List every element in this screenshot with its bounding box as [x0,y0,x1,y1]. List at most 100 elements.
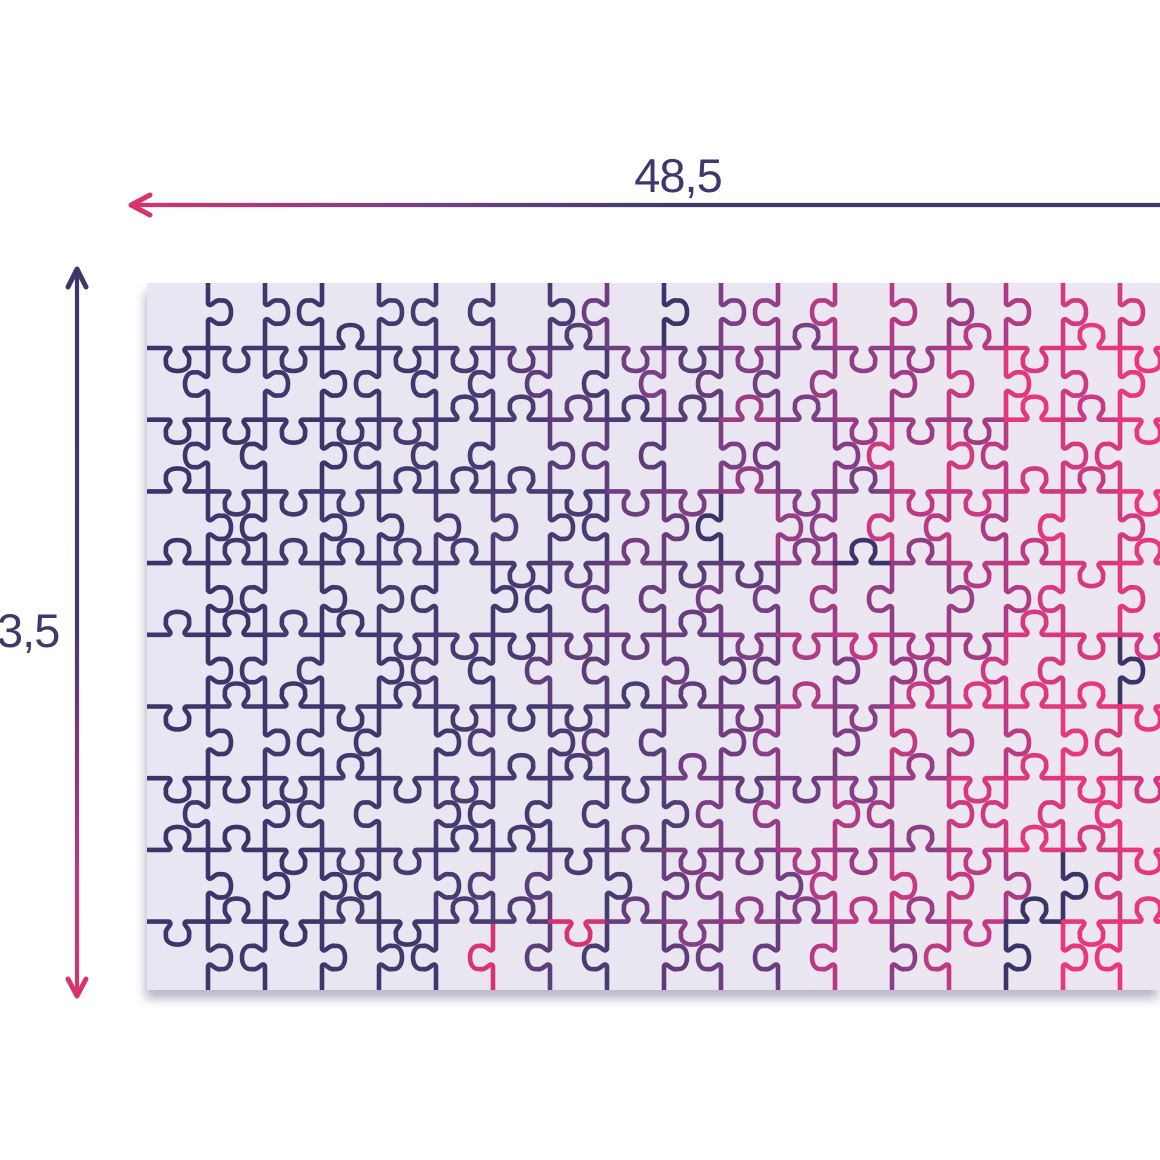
puzzle-piece-edge [319,609,382,638]
puzzle-piece-edge [296,283,325,351]
puzzle-piece-edge [661,752,724,781]
puzzle-piece-edge [262,345,291,422]
puzzle-piece-edge [319,417,348,494]
puzzle-piece-edge [547,919,610,947]
puzzle-piece-edge [353,345,382,422]
puzzle-piece-edge [661,847,690,924]
puzzle-piece-edge [547,489,576,566]
puzzle-piece-edge [1060,560,1123,589]
puzzle-piece-edge [1060,632,1123,661]
puzzle-piece-edge [319,896,382,924]
puzzle-piece-edge [775,537,838,566]
puzzle-piece-edge [490,704,553,732]
puzzle-piece-edge [946,681,1009,709]
puzzle-piece-edge [205,775,268,804]
puzzle-piece-edge [752,560,781,638]
puzzle-piece-edge [946,417,1009,445]
puzzle-piece-edge [638,704,667,781]
puzzle-piece-edge [547,704,610,732]
puzzle-piece-edge [490,394,553,422]
puzzle-piece-edge [1003,752,1066,781]
puzzle-piece-edge [467,345,496,422]
puzzle-piece-edge [695,345,724,422]
puzzle-piece-edge [604,345,667,374]
puzzle-piece-edge [262,681,325,709]
puzzle-piece-edge [353,704,382,781]
puzzle-piece-edge [889,847,918,924]
puzzle-piece-edge [832,632,861,709]
puzzle-piece-edge [433,704,462,781]
puzzle-piece-edge [946,560,1009,589]
puzzle-piece-edge [376,560,405,638]
puzzle-piece-edge [262,283,291,351]
puzzle-piece-edge [752,775,781,853]
puzzle-piece-edge [832,466,895,494]
puzzle-piece-edge [661,560,724,589]
puzzle-piece-edge [889,345,952,374]
height-arrow-head-up [65,266,89,290]
puzzle-piece-edge [866,417,895,494]
puzzle-piece-edge [262,345,325,374]
puzzle-piece-edge [889,489,952,517]
puzzle-piece-edge [946,632,1009,661]
puzzle-piece-edge [205,489,234,566]
puzzle-piece-edge [1117,345,1146,422]
puzzle-piece-edge [809,345,838,422]
puzzle-piece-edge [1003,560,1032,638]
puzzle-piece-edge [718,466,781,494]
puzzle-piece-edge [376,417,439,445]
puzzle-piece-edge [661,489,690,566]
puzzle-piece-edge [946,489,1009,517]
puzzle-piece-edge [547,704,576,781]
puzzle-piece-edge [524,847,553,924]
puzzle-piece-edge [695,919,724,990]
puzzle-piece-edge [490,896,553,924]
puzzle-piece-edge [604,537,667,566]
puzzle-piece-edge [809,560,838,638]
puzzle-piece-edge [832,775,861,853]
puzzle-piece-edge [410,283,439,351]
puzzle-piece-edge [467,417,496,494]
puzzle-piece-edge [205,704,234,781]
puzzle-piece-edge [262,704,291,781]
puzzle-piece-edge [923,919,952,990]
puzzle-piece-edge [661,345,724,374]
puzzle-piece-edge [889,752,952,781]
puzzle-piece-edge [319,417,382,445]
puzzle-piece-edge [866,489,895,566]
puzzle-piece-edge [1117,560,1146,638]
puzzle-piece-edge [296,704,325,781]
puzzle-piece-edge [809,283,838,351]
puzzle-piece-edge [1060,394,1123,422]
puzzle-piece-edge [1060,283,1089,351]
puzzle-piece-edge [889,632,952,661]
puzzle-piece-edge [1094,847,1123,924]
puzzle-piece-edge [809,919,838,990]
puzzle-piece-edge [980,632,1009,709]
puzzle-piece-edge [490,824,553,853]
puzzle-piece-edge [1003,704,1032,781]
puzzle-piece-edge [296,632,325,709]
puzzle-piece-edge [1003,847,1032,924]
puzzle-piece-edge [1060,322,1123,351]
puzzle-piece-edge [718,417,747,494]
puzzle-piece-edge [889,345,918,422]
puzzle-piece-edge [547,394,610,422]
puzzle-piece-edge [718,283,747,351]
puzzle-piece-edge [775,681,838,709]
puzzle-piece-edge [889,704,918,781]
puzzle-piece-edge [832,537,895,566]
puzzle-piece-edge [205,609,268,638]
puzzle-piece-edge [1003,824,1066,853]
puzzle-piece-edge [1094,919,1123,990]
puzzle-piece-edge [433,775,496,804]
puzzle-piece-edge [832,896,895,924]
puzzle-piece-edge [433,824,496,853]
puzzle-piece-edge [205,489,268,517]
puzzle-piece-edge [262,537,325,566]
puzzle-piece-edge [581,345,610,422]
puzzle-piece-edge [490,466,553,494]
puzzle-piece-edge [1037,560,1066,638]
puzzle-piece-edge [946,775,975,853]
